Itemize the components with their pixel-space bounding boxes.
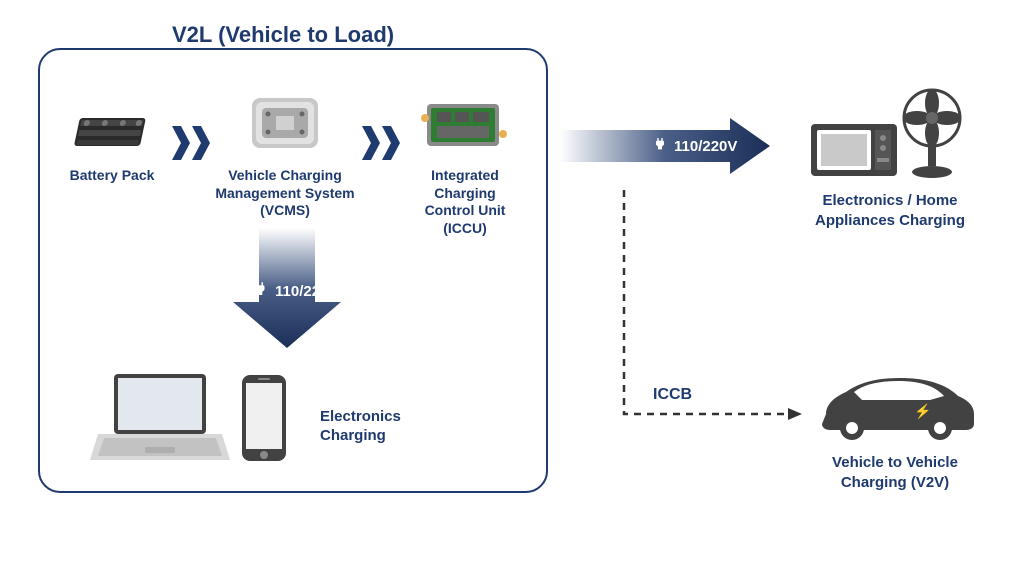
gradient-arrow-down: 110/220V xyxy=(227,228,347,348)
vcms-icon xyxy=(240,90,330,161)
battery-label: Battery Pack xyxy=(58,167,166,185)
laptop-icon xyxy=(90,368,230,473)
fan-icon xyxy=(895,88,969,185)
iccu-label: Integrated Charging Control Unit (ICCU) xyxy=(400,167,530,237)
iccb-label: ICCB xyxy=(653,386,692,404)
v2v-label: Vehicle to Vehicle Charging (V2V) xyxy=(800,453,990,492)
v2l-title: V2L (Vehicle to Load) xyxy=(160,22,406,48)
dashed-iccb-arrow xyxy=(618,190,818,431)
voltage-right-label: 110/220V xyxy=(652,136,737,156)
v2v-node: ⚡ Vehicle to Vehicle Charging (V2V) xyxy=(800,370,990,492)
microwave-icon xyxy=(811,118,897,185)
voltage-down-label: 110/220V xyxy=(251,280,338,302)
electronics-charging-node xyxy=(90,368,290,473)
battery-pack-node: Battery Pack xyxy=(58,108,166,185)
iccu-node: Integrated Charging Control Unit (ICCU) xyxy=(400,94,530,237)
plug-icon xyxy=(251,280,269,302)
vcms-node: Vehicle Charging Management System (VCMS… xyxy=(210,90,360,220)
chevron-arrow-2 xyxy=(362,126,400,160)
appliances-label: Electronics / Home Appliances Charging xyxy=(790,191,990,230)
iccu-icon xyxy=(417,94,513,161)
car-icon: ⚡ xyxy=(810,431,980,448)
battery-pack-icon xyxy=(64,108,160,161)
electronics-charging-label: Electronics Charging xyxy=(320,408,401,446)
appliances-node: Electronics / Home Appliances Charging xyxy=(790,88,990,230)
plug-icon xyxy=(652,136,668,156)
chevron-arrow-1 xyxy=(172,126,210,160)
svg-text:⚡: ⚡ xyxy=(914,403,931,420)
phone-icon xyxy=(240,373,288,468)
vcms-label: Vehicle Charging Management System (VCMS… xyxy=(210,167,360,220)
gradient-arrow-right: 110/220V xyxy=(560,118,770,174)
